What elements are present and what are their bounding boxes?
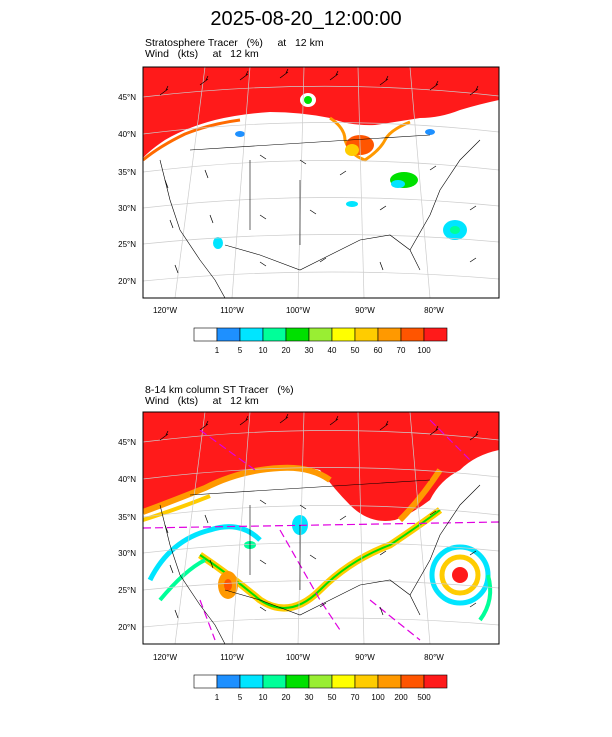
panel1-lat-label: 30°N bbox=[118, 204, 136, 213]
panel1-lon-label: 110°W bbox=[220, 306, 244, 315]
panel2-lon-label: 110°W bbox=[220, 653, 244, 662]
panel2-colorbar-label: 70 bbox=[351, 693, 360, 702]
panel1-map bbox=[142, 66, 500, 299]
panel2-colorbar-label: 50 bbox=[328, 693, 337, 702]
panel1-colorbar-label: 20 bbox=[282, 346, 291, 355]
panel1-lat-label: 40°N bbox=[118, 130, 136, 139]
panel2-colorbar-swatch bbox=[193, 674, 218, 689]
figure-title: 2025-08-20_12:00:00 bbox=[210, 8, 402, 30]
panel1-colorbar-label: 1 bbox=[215, 346, 220, 355]
panel1-colorbar-label: 40 bbox=[328, 346, 337, 355]
panel1-colorbar-swatch bbox=[354, 327, 379, 342]
panel1-lat-label: 35°N bbox=[118, 168, 136, 177]
panel2-title-line1: 8-14 km column ST Tracer (%) bbox=[145, 384, 294, 396]
panel2-lat-label: 40°N bbox=[118, 475, 136, 484]
panel2-colorbar-swatch bbox=[239, 674, 264, 689]
panel1-colorbar-swatch bbox=[285, 327, 310, 342]
panel2-colorbar-label: 20 bbox=[282, 693, 291, 702]
panel2-lat-label: 30°N bbox=[118, 549, 136, 558]
panel2-colorbar-swatch bbox=[354, 674, 379, 689]
panel1-lon-label: 100°W bbox=[286, 306, 311, 315]
panel2-lon-label: 80°W bbox=[424, 653, 444, 662]
panel1-colorbar-swatch bbox=[423, 327, 448, 342]
panel2-lon-label: 90°W bbox=[355, 653, 375, 662]
panel1-lat-label: 45°N bbox=[118, 93, 136, 102]
panel2-colorbar-swatch bbox=[308, 674, 333, 689]
panel1-colorbar-label: 30 bbox=[305, 346, 314, 355]
panel2-colorbar-label: 500 bbox=[417, 693, 431, 702]
panel1-title-line2: Wind (kts) at 12 km bbox=[145, 48, 259, 60]
panel1-colorbar-label: 100 bbox=[417, 346, 431, 355]
panel2-tracer-north bbox=[143, 412, 499, 521]
panel2-lon-label: 120°W bbox=[153, 653, 178, 662]
panel1-title-line1: Stratosphere Tracer (%) at 12 km bbox=[145, 37, 324, 49]
panel1-colorbar-swatch bbox=[331, 327, 356, 342]
panel2-colorbar-swatch bbox=[423, 674, 448, 689]
panel1-lat-label: 20°N bbox=[118, 277, 136, 286]
panel1-lon-label: 90°W bbox=[355, 306, 375, 315]
panel2-title-line2: Wind (kts) at 12 km bbox=[145, 395, 259, 407]
panel2-colorbar-swatch bbox=[285, 674, 310, 689]
panel1-colorbar-swatch bbox=[193, 327, 218, 342]
panel2-colorbar-swatch bbox=[377, 674, 402, 689]
panel1-colorbar-label: 60 bbox=[374, 346, 383, 355]
panel1-colorbar-label: 70 bbox=[397, 346, 406, 355]
panel1-tracer-north bbox=[143, 67, 499, 158]
panel2-colorbar-swatch bbox=[400, 674, 425, 689]
panel2-map bbox=[142, 411, 500, 645]
panel1-colorbar-swatch bbox=[377, 327, 402, 342]
panel2-colorbar-label: 5 bbox=[238, 693, 243, 702]
panel2-colorbar-label: 100 bbox=[371, 693, 385, 702]
panel2-colorbar-swatch bbox=[262, 674, 287, 689]
panel2-lat-label: 25°N bbox=[118, 586, 136, 595]
panel1-lon-label: 120°W bbox=[153, 306, 178, 315]
panel2-lat-label: 45°N bbox=[118, 438, 136, 447]
panel1-colorbar-label: 5 bbox=[238, 346, 243, 355]
panel2-colorbar-swatch bbox=[331, 674, 356, 689]
panel2-colorbar-label: 10 bbox=[259, 693, 268, 702]
panel2-lat-label: 35°N bbox=[118, 513, 136, 522]
panel1-colorbar-label: 50 bbox=[351, 346, 360, 355]
panel2-colorbar-swatch bbox=[216, 674, 241, 689]
panel1-colorbar-swatch bbox=[216, 327, 241, 342]
panel1-colorbar-swatch bbox=[308, 327, 333, 342]
panel1-colorbar-swatch bbox=[262, 327, 287, 342]
panel1-lon-label: 80°W bbox=[424, 306, 444, 315]
panel2-lat-label: 20°N bbox=[118, 623, 136, 632]
panel1-colorbar-swatch bbox=[400, 327, 425, 342]
panel2-colorbar-label: 1 bbox=[215, 693, 220, 702]
panel1-colorbar-label: 10 bbox=[259, 346, 268, 355]
panel2-colorbar-label: 200 bbox=[394, 693, 408, 702]
panel1-colorbar-swatch bbox=[239, 327, 264, 342]
panel2-colorbar-label: 30 bbox=[305, 693, 314, 702]
panel1-lat-label: 25°N bbox=[118, 240, 136, 249]
panel2-lon-label: 100°W bbox=[286, 653, 311, 662]
